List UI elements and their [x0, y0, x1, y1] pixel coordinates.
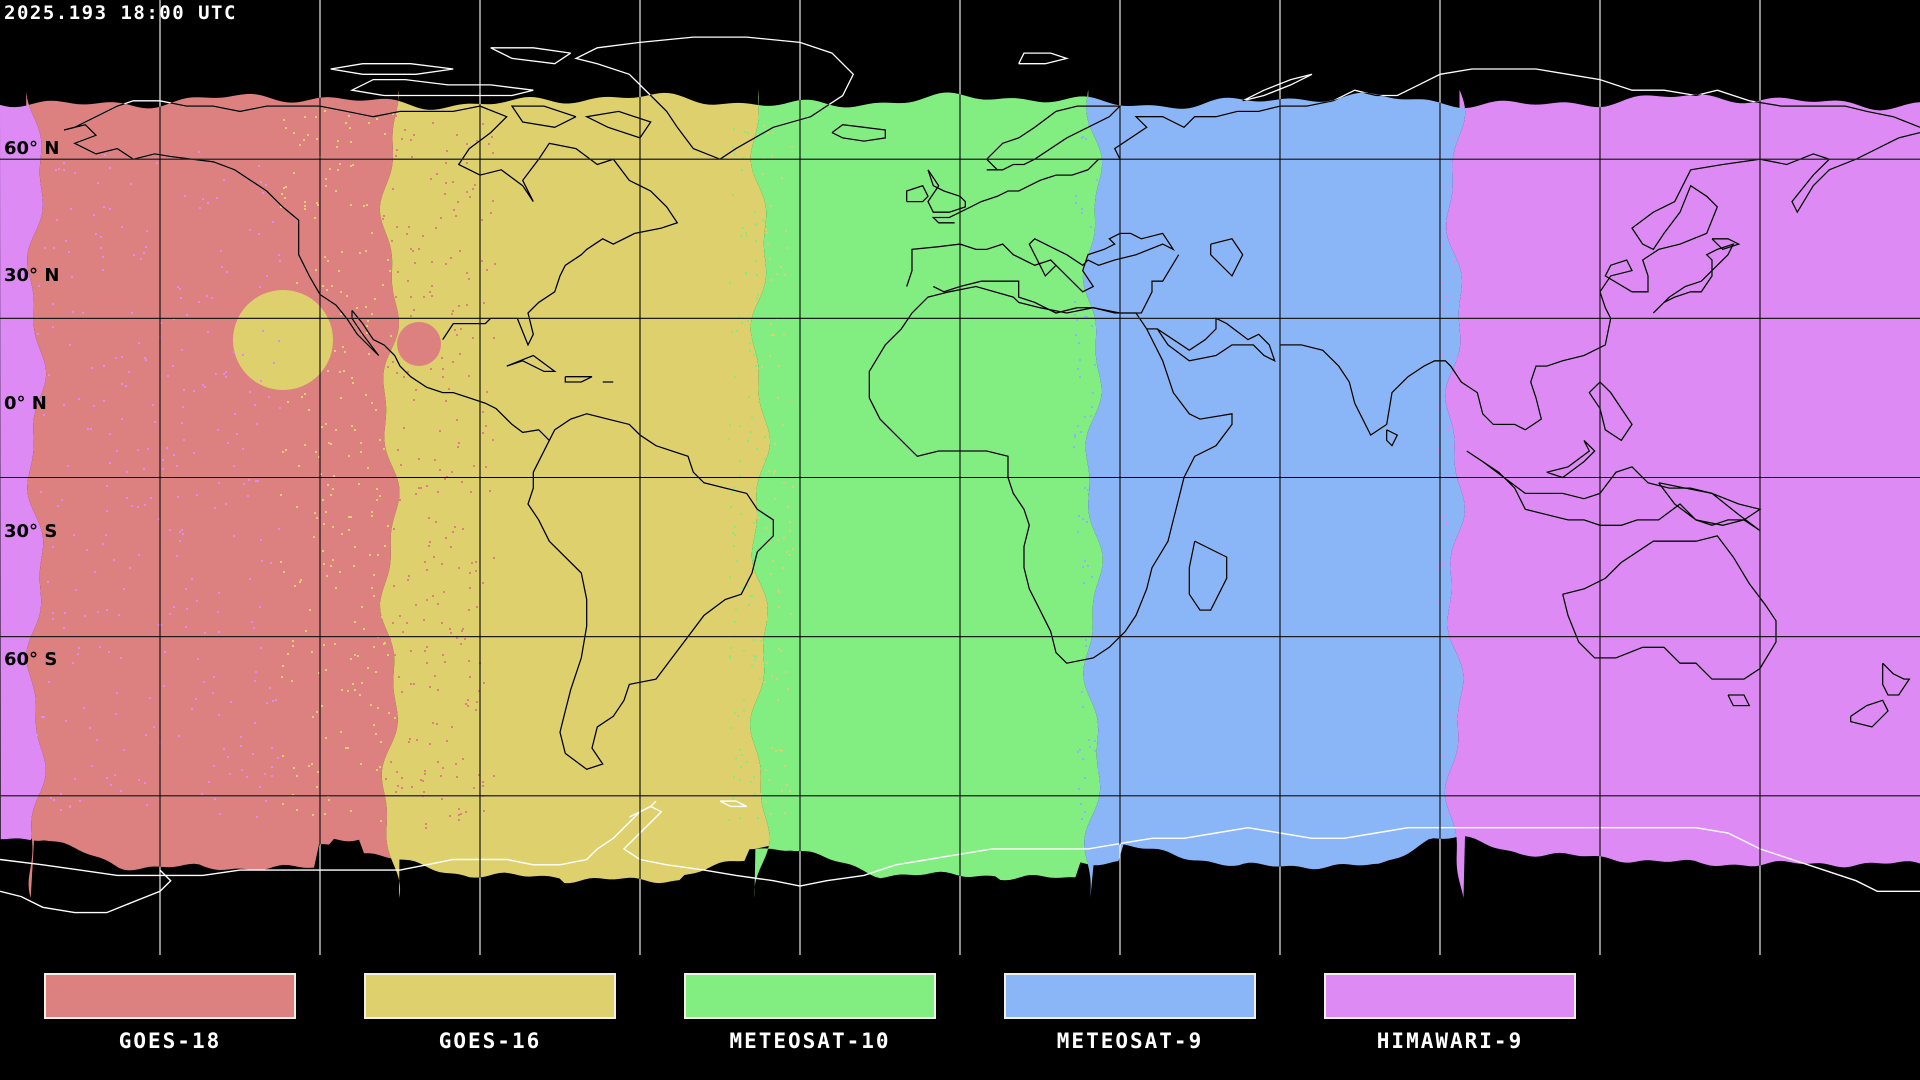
coastline-segment [906, 232, 1176, 293]
coastline-segment [1146, 317, 1276, 363]
lat-lon-gridlines [0, 0, 1920, 955]
coastline-segment [906, 184, 929, 203]
coastline-segment [1188, 540, 1228, 611]
coastline-antarctica [0, 805, 1920, 892]
coastline-antarctica [719, 800, 748, 808]
lat-label-60s: 60° S [4, 649, 58, 670]
map-area[interactable]: 2025.193 18:00 UTC 60° N 30° N 0° N 30° … [0, 0, 1920, 955]
coverage-sector-meteosat-10 [750, 90, 1103, 898]
coastline-segment [1210, 238, 1244, 277]
coastline-antarctica [0, 869, 172, 914]
coastline-antarctica [628, 800, 657, 818]
legend-label-himawari-9: HIMAWARI-9 [1376, 1029, 1524, 1053]
legend-item-meteosat-10[interactable]: METEOSAT-10 [660, 955, 960, 1053]
coastline-segment [933, 254, 1180, 314]
legend-swatch-meteosat-9 [1004, 973, 1256, 1019]
legend-swatch-himawari-9 [1324, 973, 1576, 1019]
legend-label-meteosat-9: METEOSAT-9 [1056, 1029, 1204, 1053]
coastline-segment [1711, 238, 1741, 251]
lat-label-30n: 30° N [4, 265, 60, 286]
legend-swatch-meteosat-10 [684, 973, 936, 1019]
coverage-sector-goes-18 [26, 90, 400, 898]
coastline-segment [1652, 242, 1735, 314]
coverage-sector-himawari-9-west-wrap [0, 90, 47, 841]
timestamp-label: 2025.193 18:00 UTC [4, 2, 237, 24]
coastline-segment [564, 376, 593, 383]
legend-swatch-goes-16 [364, 973, 616, 1019]
coverage-sector-goes-16 [379, 90, 771, 898]
legend-item-goes-16[interactable]: GOES-16 [340, 955, 640, 1053]
coverage-sector-meteosat-9 [1082, 90, 1466, 898]
coastline-segment [349, 78, 534, 97]
coastline-segment [506, 354, 557, 373]
coastline-segment [1280, 131, 1920, 437]
coastline-segment [351, 309, 550, 441]
coastline-segment [1727, 694, 1751, 707]
coastline-segment [1386, 429, 1399, 447]
coastline-segment [510, 105, 577, 128]
coastline-segment [1562, 535, 1777, 680]
legend-bar: GOES-18 GOES-16 METEOSAT-10 METEOSAT-9 H… [0, 955, 1920, 1080]
lat-label-0n: 0° N [4, 393, 47, 414]
legend-label-meteosat-10: METEOSAT-10 [729, 1029, 891, 1053]
coastline-segment [584, 110, 652, 139]
legend-label-goes-16: GOES-16 [438, 1029, 542, 1053]
coastline-segment [1242, 73, 1313, 102]
legend-item-himawari-9[interactable]: HIMAWARI-9 [1300, 955, 1600, 1053]
coverage-sectors [0, 90, 1920, 898]
coastline-segment [1588, 381, 1633, 442]
coastline-segment [63, 100, 679, 347]
coverage-anomaly-blob-yellow [233, 290, 333, 390]
map-svg [0, 0, 1920, 955]
coastline-segment [927, 169, 966, 213]
lat-label-30s: 30° S [4, 521, 58, 542]
coverage-anomaly-blob-red [397, 322, 441, 366]
legend-item-meteosat-9[interactable]: METEOSAT-9 [980, 955, 1280, 1053]
coastline-segment [868, 285, 1233, 664]
coastline-segment [330, 63, 454, 75]
coastline-segment [1850, 699, 1889, 728]
coastline-segment [490, 47, 572, 65]
coastline-segment [1546, 439, 1596, 479]
coastline-segment [527, 413, 774, 771]
coastline-segment [1018, 52, 1070, 65]
coastline-segment [831, 124, 886, 142]
coastline-segment [1658, 482, 1762, 526]
coastline-segment [574, 92, 855, 160]
legend-item-goes-18[interactable]: GOES-18 [20, 955, 320, 1053]
coastline-segment [63, 123, 380, 356]
coastline-segment [1882, 662, 1911, 696]
legend-swatch-goes-18 [44, 973, 296, 1019]
coverage-sector-himawari-9 [1444, 90, 1920, 898]
lat-label-60n: 60° N [4, 138, 60, 159]
legend-label-goes-18: GOES-18 [118, 1029, 222, 1053]
